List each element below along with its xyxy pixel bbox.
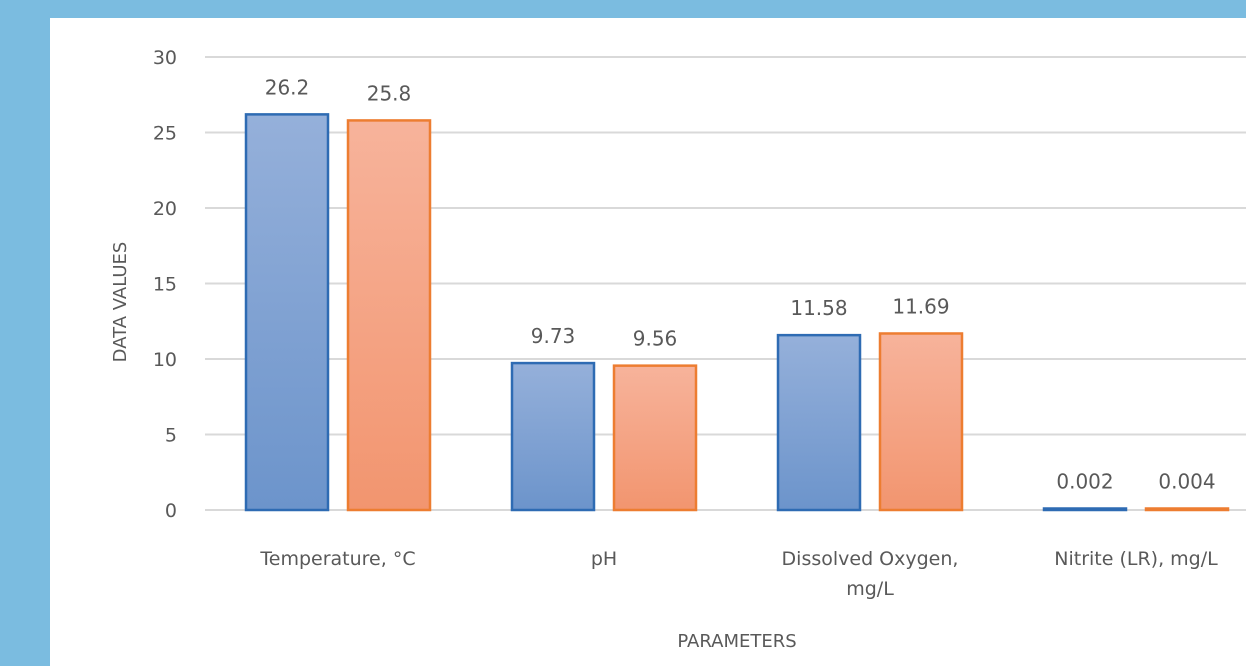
y-tick-label: 0 [165,500,177,522]
data-label: 11.69 [892,294,949,318]
data-label: 26.2 [265,75,310,99]
x-category-label: Dissolved Oxygen, [782,548,959,570]
data-label: 11.58 [790,296,847,320]
data-label: 0.004 [1158,470,1215,494]
data-label: 25.8 [367,81,412,105]
bar-chart: 0 5 10 15 20 25 30 26.2 25.8 Temperature, °C 9.73… [110,47,1246,652]
x-category-label: Nitrite (LR), mg/L [1054,548,1218,570]
bar [1144,507,1230,512]
bar [510,361,596,512]
chart-panel: 0 5 10 15 20 25 30 26.2 25.8 Temperature, °C 9.73… [50,18,1246,666]
y-tick-label: 20 [153,198,177,220]
data-label: 9.73 [531,324,576,348]
y-tick-label: 30 [153,47,177,69]
bar [878,332,964,512]
y-tick-label: 25 [153,123,177,145]
bar [346,119,432,512]
y-tick-label: 15 [153,274,177,296]
x-axis-title: PARAMETERS [677,631,796,652]
x-category-label: Temperature, °C [259,548,415,570]
y-tick-label: 5 [165,425,177,447]
bar [1042,507,1128,512]
bar [612,364,698,512]
data-label: 0.002 [1056,470,1113,494]
x-category-label: mg/L [846,578,894,600]
x-category-label: pH [591,548,617,570]
data-label: 9.56 [633,327,678,351]
bar [244,113,330,512]
y-tick-label: 10 [153,349,177,371]
bar [776,333,862,512]
y-axis-title: DATA VALUES [110,242,131,363]
